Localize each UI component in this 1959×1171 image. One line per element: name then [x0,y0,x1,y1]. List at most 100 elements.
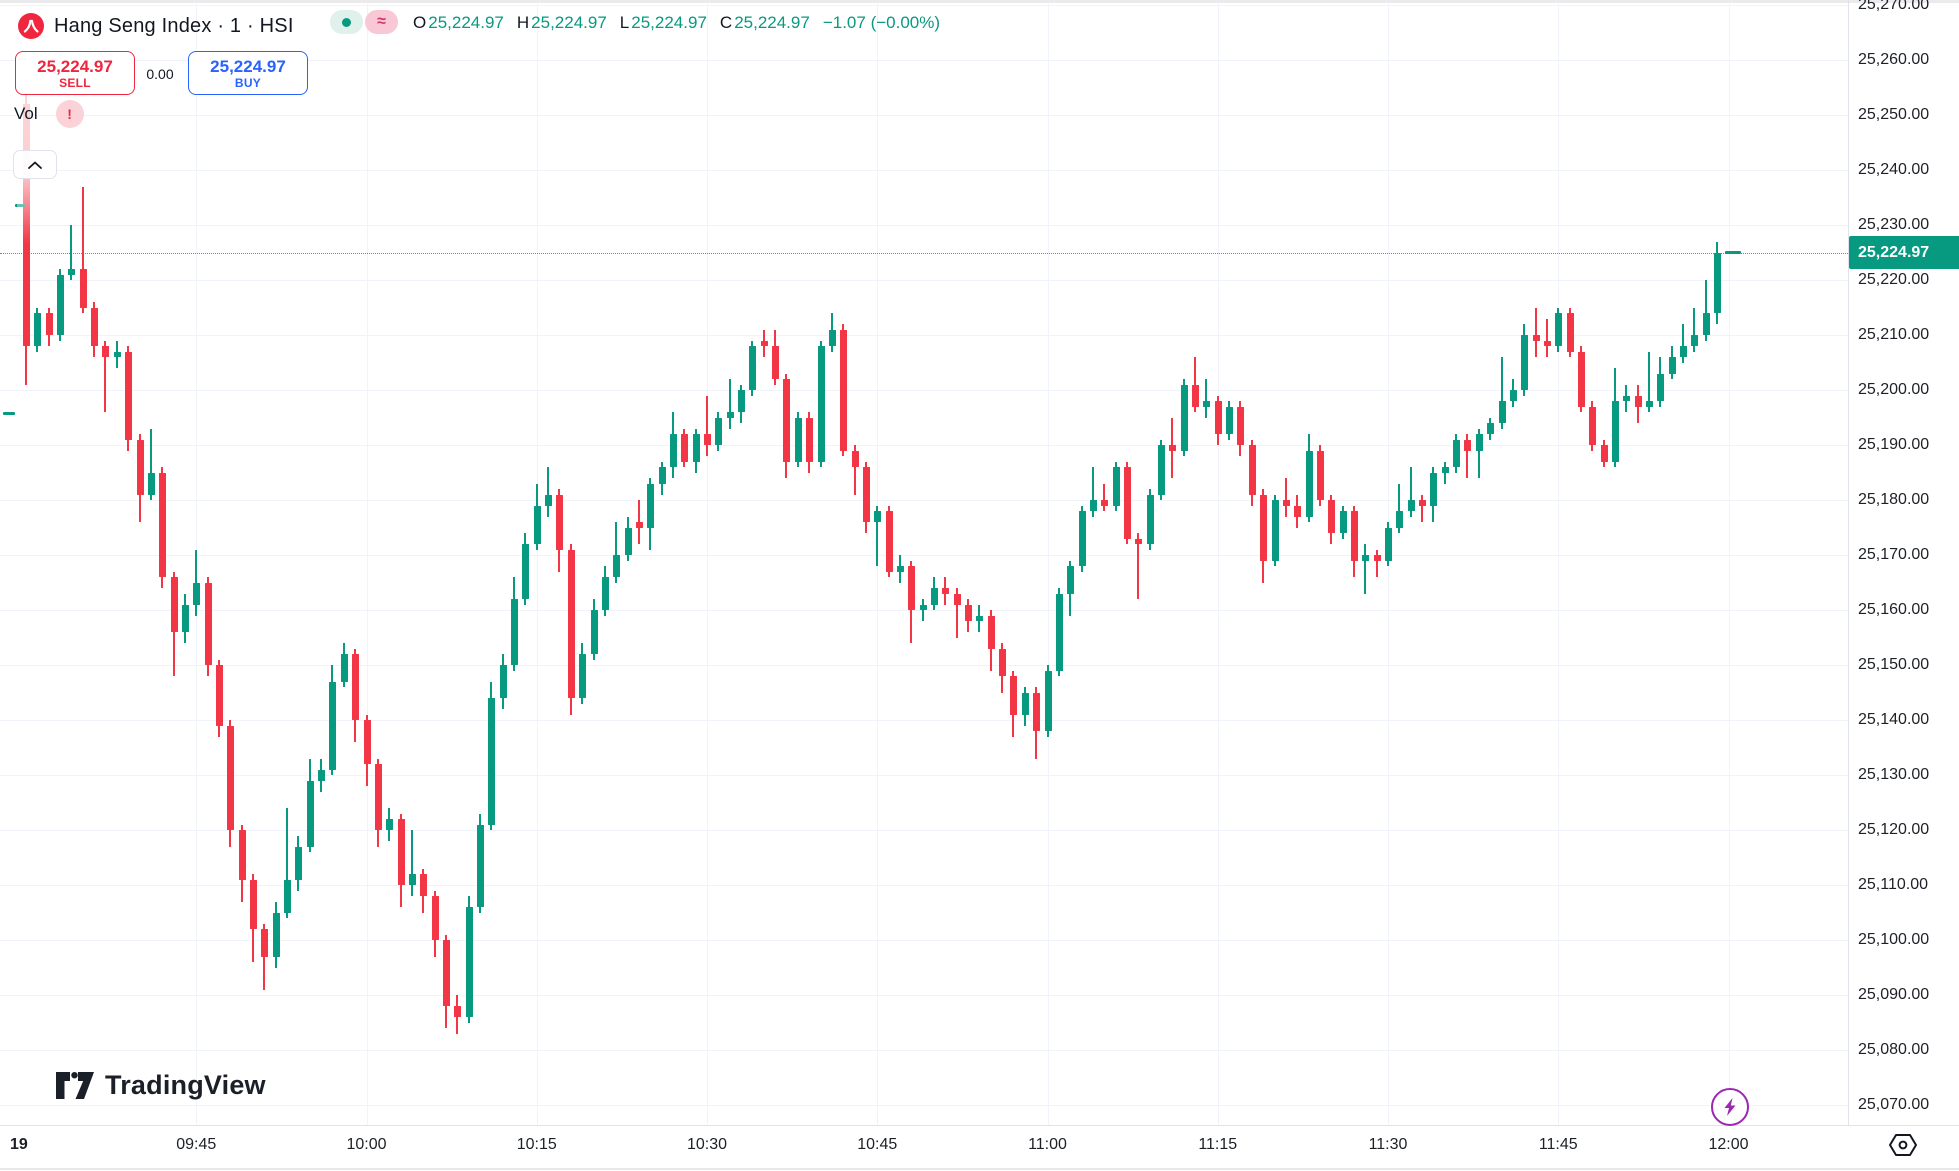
market-status-pill[interactable] [330,10,363,34]
candle [1271,500,1279,561]
candle [772,346,780,379]
sell-button[interactable]: 25,224.97 SELL [15,51,135,95]
candle [1543,340,1551,346]
symbol-title[interactable]: Hang Seng Index · 1 · HSI [54,14,294,37]
time-axis-separator [0,1125,1959,1126]
open-label: O [413,13,427,32]
candle [862,467,870,522]
candle-wick [706,395,708,456]
tradingview-watermark[interactable]: TradingView [55,1070,266,1101]
candle [193,582,201,605]
candle [1475,434,1483,451]
price-scale-settings-button[interactable] [1888,1132,1918,1163]
last-price-label: 25,224.97 [1849,236,1959,270]
candle [340,654,348,682]
candle [261,929,269,957]
h-gridline [0,1050,1848,1051]
low-label: L [619,13,630,32]
candle [931,588,938,605]
close-value: 25,224.97 [734,13,810,32]
candle [1192,384,1200,407]
candle [1453,439,1461,467]
time-axis-label: 11:30 [1368,1136,1408,1153]
time-axis[interactable]: 19 09:45 10:00 10:15 10:30 10:45 11:00 11:15 11:… [0,1125,1848,1169]
candle [851,450,859,467]
price-axis-label: 25,260.00 [1858,51,1930,68]
candle [1226,406,1234,434]
candle [511,599,519,665]
candle [1021,692,1029,715]
candle [45,313,53,335]
candle [1589,406,1597,445]
candle [1487,423,1495,434]
price-axis-label: 25,180.00 [1858,491,1930,508]
candle [1123,467,1131,539]
top-hairline [0,0,1959,3]
candle-wick [1375,549,1378,577]
candle [1055,593,1063,671]
price-axis[interactable]: 25,270.00 25,260.00 25,250.00 25,240.00 25,2… [1848,0,1959,1125]
ohlc-readout: O 25,224.97 H 25,224.97 L 25,224.97 C 25,224… [413,13,940,33]
candle [329,681,337,770]
candle [590,610,598,654]
h-gridline [0,885,1848,886]
change-value: −1.07 (−0.00%) [822,13,941,32]
candle-wick [1103,483,1106,511]
candle [953,593,961,605]
candle [1146,494,1154,544]
candle [1294,505,1302,517]
price-axis-label: 25,110.00 [1858,876,1928,893]
candle-wick [1409,467,1412,517]
collapse-legend-button[interactable] [13,150,57,179]
chart-canvas[interactable] [0,0,1848,1125]
candle [215,665,223,726]
candle [704,434,711,445]
candle [840,329,848,451]
price-axis-label: 25,190.00 [1858,436,1930,453]
candle [499,665,507,698]
candle [533,505,541,544]
candle-wick [1137,533,1140,599]
candle [1714,252,1722,313]
candle [159,472,167,577]
candle [919,604,927,610]
candle [1316,450,1324,500]
candle [68,269,76,275]
candle [1101,500,1109,506]
candle [647,483,655,528]
candle [136,439,144,495]
candle [1668,357,1676,374]
candle [1702,313,1710,335]
symbol-header[interactable]: Hang Seng Index · 1 · HSI [18,8,294,44]
h-gridline [0,500,1848,501]
candle [113,351,121,357]
candle-wick [1648,351,1651,412]
buy-button[interactable]: 25,224.97 BUY [188,51,308,95]
h-gridline [0,775,1848,776]
candle-wick [1500,357,1503,429]
volume-legend[interactable]: Vol ! [14,100,84,128]
lightning-bolt-button[interactable] [1711,1088,1749,1126]
candle-wick [1477,428,1480,478]
indicator-warning-icon[interactable]: ! [55,100,84,128]
candle [613,555,621,577]
time-axis-label: 09:45 [176,1136,217,1153]
candle [1657,373,1665,401]
chevron-up-icon [28,161,42,169]
candle [987,615,995,649]
h-gridline [0,5,1848,6]
candle-wick [149,428,152,500]
candle [1078,511,1086,566]
lightning-bolt-icon [1724,1098,1736,1116]
candle [1362,555,1370,561]
h-gridline [0,555,1848,556]
delayed-data-pill[interactable]: ≈ [365,10,398,34]
candle-wick [1693,307,1696,352]
candle-wick [1704,280,1707,341]
candle [1464,439,1472,451]
price-axis-label: 25,170.00 [1858,546,1930,563]
candle-wick [853,445,856,495]
h-gridline [0,995,1848,996]
price-axis-label: 25,230.00 [1858,216,1930,233]
candle [57,274,65,335]
